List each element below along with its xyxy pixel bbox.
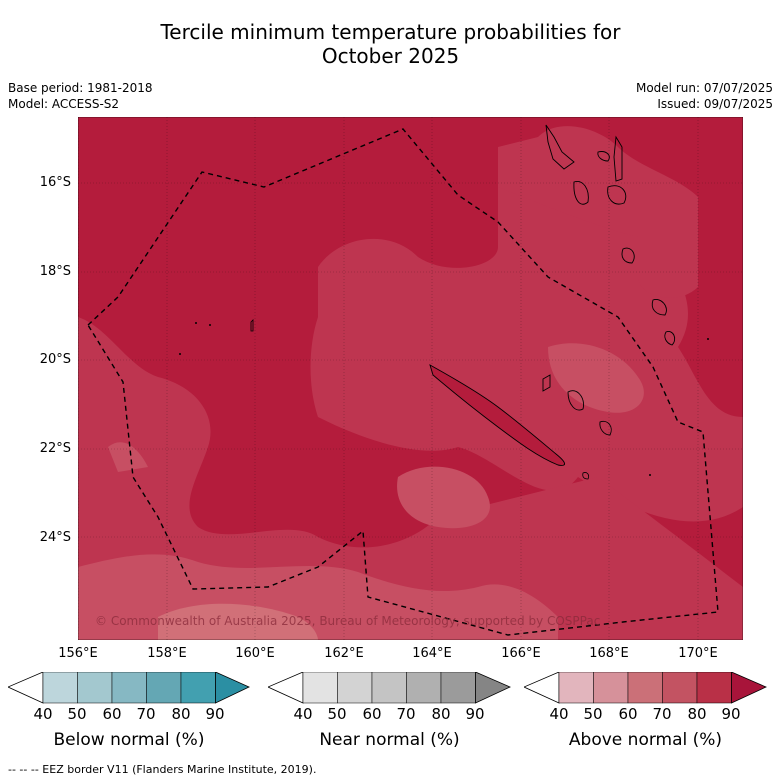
longitude-label-158e: 158°E <box>147 646 187 661</box>
colorbar-below-segment-5 <box>180 672 216 704</box>
latitude-label-22s: 22°S <box>39 441 71 456</box>
colorbar-near-title: Near normal (%) <box>319 730 460 750</box>
colorbar-below-tick-60: 60 <box>102 705 122 723</box>
small-island-3 <box>250 319 254 332</box>
colorbar-below-high-extension <box>215 672 250 704</box>
vanuatu-malakula <box>573 181 589 205</box>
base-period-label: Base period: 1981-2018 <box>8 81 153 95</box>
colorbar-near-high-extension <box>475 672 511 704</box>
colorbar-below-segment-2 <box>77 672 113 704</box>
eez-border-legend: -- -- -- EEZ border V11 (Flanders Marine… <box>8 763 317 776</box>
colorbar-below-low-extension <box>8 672 44 704</box>
colorbar-below-tick-70: 70 <box>136 705 156 723</box>
eastern-patch-60-70 <box>548 343 644 413</box>
vanuatu-island-8 <box>664 331 676 346</box>
eastern-band-70-80 <box>498 126 698 298</box>
colorbar-above-tick-50: 50 <box>583 705 603 723</box>
model-run-label: Model run: 07/07/2025 <box>635 81 773 95</box>
vanuatu-espiritu-santo <box>545 124 575 170</box>
colorbar-near-tick-40: 40 <box>293 705 313 723</box>
eez-border <box>87 128 719 636</box>
colorbar-below-segment-1 <box>42 672 78 704</box>
colorbar-above-title: Above normal (%) <box>568 730 723 750</box>
colorbar-below-segment-4 <box>146 672 182 704</box>
colorbar-near-tick-50: 50 <box>327 705 347 723</box>
colorbar-below-tick-90: 90 <box>205 705 225 723</box>
colorbar-near-normal <box>268 672 511 704</box>
longitude-label-164e: 164°E <box>412 646 452 661</box>
colorbar-below-title: Below normal (%) <box>53 730 205 750</box>
loyalty-island-2 <box>567 390 584 411</box>
colorbar-below-tick-40: 40 <box>33 705 53 723</box>
loyalty-island-1 <box>542 374 551 392</box>
colorbar-below-tick-80: 80 <box>171 705 191 723</box>
colorbar-above-segment-1 <box>558 672 594 704</box>
south-patch-50-60 <box>158 603 318 640</box>
colorbar-near-tick-70: 70 <box>396 705 416 723</box>
vanuatu-efate <box>607 185 627 205</box>
latitude-label-20s: 20°S <box>39 352 71 367</box>
colorbar-above-tick-90: 90 <box>721 705 741 723</box>
central-patch-60-70 <box>397 466 490 529</box>
colorbar-above-segment-4 <box>662 672 698 704</box>
colorbar-above-segment-2 <box>593 672 629 704</box>
colorbar-above-segment-3 <box>627 672 663 704</box>
vanuatu-island-6 <box>621 247 635 264</box>
central-band-70-80 <box>310 177 743 522</box>
probability-map <box>78 117 743 640</box>
small-island-4 <box>179 353 181 355</box>
new-caledonia-island <box>429 364 565 466</box>
vanuatu-island-3 <box>613 135 623 182</box>
colorbar-above-low-extension <box>524 672 560 704</box>
colorbar-near-segment-5 <box>440 672 476 704</box>
west-patch-60-70 <box>108 442 148 472</box>
colorbar-near-segment-4 <box>406 672 442 704</box>
small-island-7 <box>707 338 709 340</box>
issued-label: Issued: 09/07/2025 <box>657 97 773 111</box>
vanuatu-tanna <box>651 299 667 316</box>
longitude-label-168e: 168°E <box>589 646 629 661</box>
south-band-70-80 <box>78 317 743 640</box>
map-title-line2: October 2025 <box>321 44 460 68</box>
longitude-label-156e: 156°E <box>58 646 98 661</box>
colorbar-above-segment-5 <box>696 672 732 704</box>
latitude-label-18s: 18°S <box>39 264 71 279</box>
longitude-label-166e: 166°E <box>501 646 541 661</box>
map-title-line1: Tercile minimum temperature probabilitie… <box>160 20 621 44</box>
small-island-6 <box>649 474 651 476</box>
longitude-label-162e: 162°E <box>324 646 364 661</box>
latitude-label-16s: 16°S <box>39 175 71 190</box>
longitude-label-160e: 160°E <box>235 646 275 661</box>
colorbar-below-tick-50: 50 <box>67 705 87 723</box>
longitude-label-170e: 170°E <box>678 646 718 661</box>
colorbar-near-segment-2 <box>337 672 373 704</box>
latitude-label-24s: 24°S <box>39 530 71 545</box>
colorbar-near-segment-1 <box>302 672 338 704</box>
colorbar-above-normal <box>524 672 767 704</box>
colorbar-near-tick-60: 60 <box>362 705 382 723</box>
colorbar-above-tick-60: 60 <box>618 705 638 723</box>
loyalty-island-3 <box>599 420 612 436</box>
colorbar-below-segment-3 <box>111 672 147 704</box>
small-island-1 <box>195 322 197 324</box>
colorbar-near-segment-3 <box>371 672 407 704</box>
colorbar-above-tick-40: 40 <box>549 705 569 723</box>
small-island-5 <box>582 472 590 480</box>
vanuatu-island-2 <box>597 151 610 162</box>
colorbar-near-low-extension <box>268 672 304 704</box>
colorbar-below-normal <box>8 672 250 704</box>
colorbar-above-tick-70: 70 <box>652 705 672 723</box>
graticule <box>78 117 743 640</box>
colorbar-above-high-extension <box>731 672 767 704</box>
model-label: Model: ACCESS-S2 <box>8 97 120 111</box>
colorbar-near-tick-80: 80 <box>431 705 451 723</box>
copyright-notice: © Commonwealth of Australia 2025, Bureau… <box>95 614 601 628</box>
colorbar-near-tick-90: 90 <box>465 705 485 723</box>
small-island-2 <box>209 324 211 326</box>
colorbar-above-tick-80: 80 <box>687 705 707 723</box>
